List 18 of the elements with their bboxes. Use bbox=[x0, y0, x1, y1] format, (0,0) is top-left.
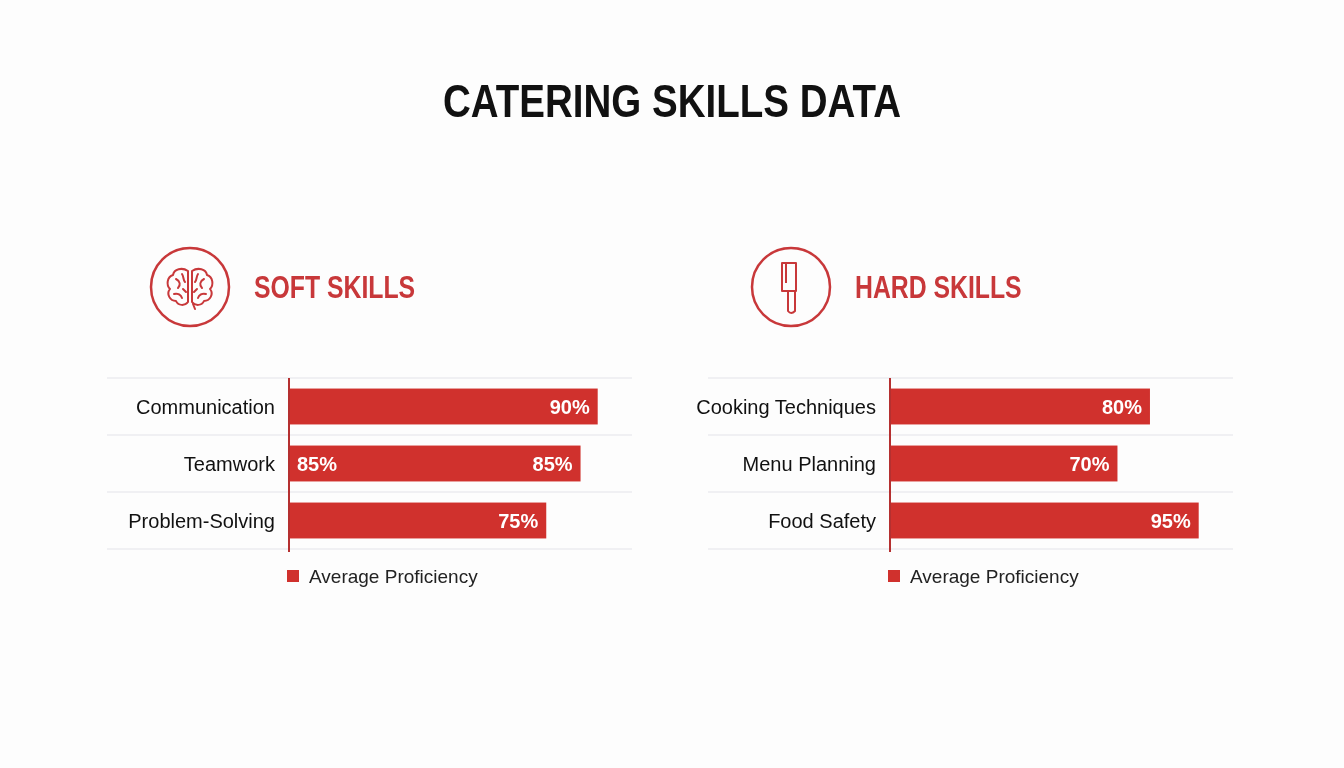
data-label: 75% bbox=[498, 509, 539, 532]
y-tick-label: Cooking Techniques bbox=[696, 395, 876, 418]
chart-title: SOFT SKILLS bbox=[254, 270, 416, 305]
legend-label: Average Proficiency bbox=[309, 566, 479, 587]
text: CATERING SKILLS DATA bbox=[442, 74, 902, 127]
y-tick-label: Problem-Solving bbox=[128, 509, 275, 532]
chart-title: HARD SKILLS bbox=[855, 270, 1022, 305]
y-tick-label: Menu Planning bbox=[742, 452, 876, 475]
y-tick-label: Food Safety bbox=[768, 509, 876, 532]
data-label: 80% bbox=[1101, 395, 1143, 418]
annotation: 85% bbox=[297, 452, 338, 475]
data-label: 90% bbox=[549, 395, 590, 418]
y-tick-label: Teamwork bbox=[183, 452, 276, 475]
y-tick-label: Communication bbox=[136, 395, 275, 418]
data-label: 95% bbox=[1150, 509, 1191, 532]
data-label: 70% bbox=[1069, 452, 1110, 475]
data-label: 85% bbox=[532, 452, 573, 475]
legend-label: Average Proficiency bbox=[910, 566, 1080, 587]
